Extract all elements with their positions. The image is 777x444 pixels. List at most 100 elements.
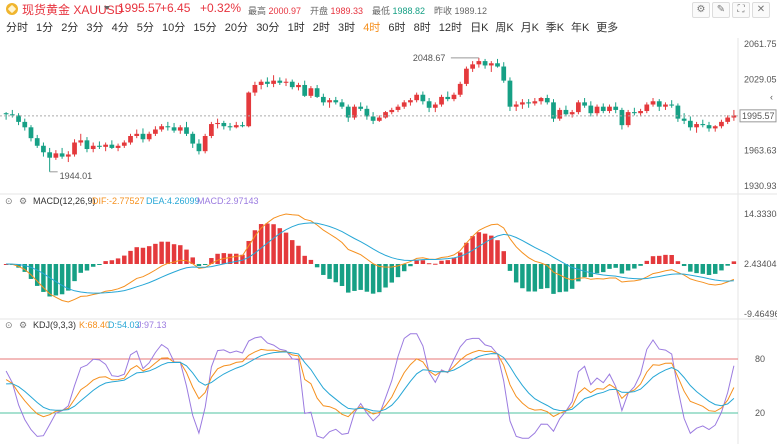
- macd-bar: [632, 264, 637, 269]
- stat-prev-close: 昨收 1989.12: [434, 4, 487, 17]
- macd-bar: [258, 224, 264, 264]
- candle-body: [65, 154, 71, 157]
- candle-body: [650, 101, 656, 105]
- candle-body: [576, 102, 581, 113]
- macd-bar: [159, 241, 164, 264]
- tab-timeframe[interactable]: 季K: [545, 22, 565, 34]
- stat-open-value: 1989.33: [330, 6, 364, 16]
- kdj-panel[interactable]: ⊙ ⚙ KDJ(9,3,3) K:68.40D:54.03J:97.13 80 20: [0, 320, 765, 439]
- tab-timeframe[interactable]: 30分: [256, 22, 280, 34]
- macd-bar: [122, 255, 127, 264]
- macd-bar: [619, 264, 625, 274]
- tab-timeframe[interactable]: 2时: [312, 22, 330, 34]
- eye-icon: ⊙: [5, 320, 13, 330]
- tab-timeframe[interactable]: 1分: [36, 22, 54, 34]
- candle-body: [41, 145, 46, 153]
- candle-body: [352, 106, 357, 118]
- kdj-d: D:54.03: [108, 320, 140, 330]
- candle-body: [9, 114, 15, 116]
- macd-bar: [389, 264, 395, 283]
- tab-timeframe[interactable]: 2分: [61, 22, 79, 34]
- candle-body: [364, 108, 370, 117]
- macd-bar: [227, 253, 233, 264]
- macd-bar: [22, 264, 28, 272]
- macd-bar: [128, 250, 133, 264]
- macd-bar: [445, 260, 450, 264]
- candle-body: [90, 145, 96, 150]
- stat-prev-value: 1989.12: [454, 6, 488, 16]
- tab-timeframe[interactable]: 3时: [338, 22, 356, 34]
- candle-body: [563, 109, 569, 115]
- macd-bar: [283, 232, 289, 264]
- close-icon[interactable]: ✕: [752, 2, 770, 18]
- tab-timeframe[interactable]: 年K: [571, 22, 590, 34]
- candle-body: [513, 104, 519, 107]
- candle-body: [227, 126, 233, 128]
- timeframe-tabs: 分时 1分 2分 3分 4分 5分 10分 15分 20分 30分 1时 2时 3时 4时 6时 8时 12时日…: [0, 19, 777, 35]
- candle-body: [252, 84, 258, 93]
- macd-bar: [663, 254, 668, 264]
- tab-timeframe[interactable]: 5分: [136, 22, 154, 34]
- tab-timeframe[interactable]: 4分: [111, 22, 129, 34]
- macd-bar: [414, 260, 419, 264]
- macd-bar: [246, 240, 251, 264]
- tab-timeframe[interactable]: 月K: [520, 22, 539, 34]
- settings-icon[interactable]: ⚙: [692, 2, 710, 18]
- candle-body: [432, 104, 438, 108]
- price-change: +6.45: [160, 1, 191, 15]
- macd-bar: [190, 257, 195, 264]
- macd-bar: [545, 264, 550, 289]
- candle-body: [358, 106, 364, 109]
- tab-timeframe[interactable]: 15分: [193, 22, 217, 34]
- candle-body: [370, 116, 376, 121]
- macd-bar: [426, 263, 432, 265]
- candle-body: [395, 106, 401, 110]
- fullscreen-icon[interactable]: ⛶: [732, 2, 750, 18]
- macd-bar: [582, 264, 587, 278]
- candle-body: [339, 102, 345, 107]
- candle-body: [258, 81, 264, 85]
- tab-timeframe[interactable]: 8时: [413, 22, 431, 34]
- macd-bar: [271, 224, 276, 264]
- candle-body: [687, 120, 693, 128]
- last-price-tag: [739, 109, 777, 123]
- tab-timeframe[interactable]: 4时: [363, 22, 381, 34]
- high-annotation: 2048.67: [413, 53, 446, 63]
- macd-bar: [277, 228, 283, 264]
- macd-bar: [688, 264, 693, 272]
- macd-bar: [109, 260, 115, 264]
- tab-timeframe[interactable]: 1时: [287, 22, 305, 34]
- edit-icon[interactable]: ✎: [712, 2, 730, 18]
- tab-timeframe[interactable]: 10分: [162, 22, 186, 34]
- macd-bar: [28, 264, 34, 279]
- candle-body: [271, 80, 276, 84]
- macd-panel[interactable]: ⊙ ⚙ MACD(12,26,9)DIF:-2.77527 DEA:4.26099MA…: [0, 196, 777, 320]
- chevron-down-icon[interactable]: [104, 6, 110, 10]
- candle-body: [663, 104, 668, 107]
- tab-timeframe[interactable]: 分时: [6, 22, 28, 34]
- candle-body: [165, 126, 171, 128]
- tab-timeframe[interactable]: 3分: [86, 22, 104, 34]
- macd-bar: [171, 244, 177, 264]
- candle-body: [464, 68, 469, 84]
- symbol-name[interactable]: 现货黄金 XAUUSD: [22, 3, 124, 17]
- candle-body: [184, 127, 189, 134]
- macd-bar: [520, 264, 525, 289]
- tab-timeframe[interactable]: 12时: [438, 22, 463, 34]
- last-price: 1995.57: [118, 1, 162, 15]
- tab-timeframe[interactable]: 周K: [495, 22, 514, 34]
- macd-bar: [383, 264, 388, 288]
- macd-bar: [290, 240, 295, 264]
- tab-timeframe[interactable]: 6时: [388, 22, 406, 34]
- tab-timeframe[interactable]: 20分: [224, 22, 249, 34]
- candle-body: [476, 61, 482, 65]
- macd-bar: [607, 264, 612, 269]
- tab-timeframe[interactable]: 日K: [470, 22, 489, 34]
- macd-bar: [588, 264, 594, 278]
- tab-timeframe[interactable]: 更多: [596, 22, 619, 34]
- candlestick-panel[interactable]: 2061.75 2029.05 1963.63 1930.93 1995.57 2048.…: [0, 38, 777, 444]
- macd-bar: [625, 264, 631, 271]
- macd-bar: [364, 264, 370, 292]
- candle-body: [725, 117, 731, 122]
